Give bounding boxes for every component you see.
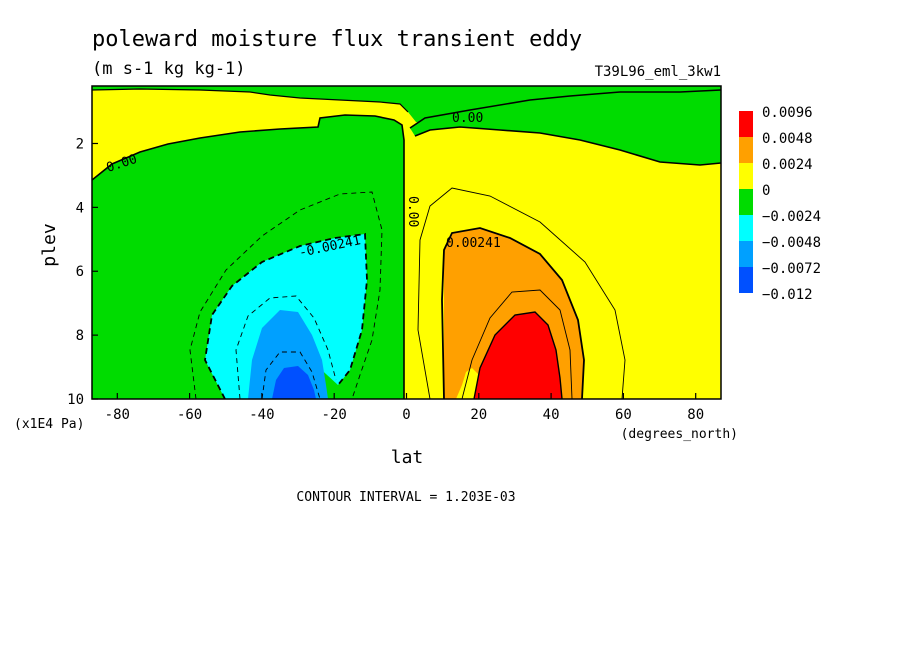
y-axis-ticks: 2 4 6 8 10 <box>67 136 98 408</box>
contour-zero-nh-lower <box>414 126 721 166</box>
contour-zero-sh <box>92 114 405 399</box>
legend-swatch <box>739 241 753 267</box>
contour-label-vertical: 0.00 <box>405 196 420 227</box>
legend-swatch <box>739 111 753 137</box>
contour-label-top: 0.00 <box>452 111 483 126</box>
legend-label: −0.0072 <box>762 261 821 277</box>
color-legend: 0.0096 0.0048 0.0024 0 −0.0024 −0.0048 −0.0072… <box>739 105 821 303</box>
legend-swatch <box>739 267 753 293</box>
contour-pos4 <box>473 311 563 399</box>
region-green-nh <box>410 90 721 165</box>
y-tick-label: 4 <box>76 200 84 216</box>
x-tick-label: 80 <box>687 407 704 423</box>
region-green-top <box>92 86 721 124</box>
y-tick-label: 2 <box>76 136 84 152</box>
contour-neg4 <box>261 351 321 399</box>
chart-title: poleward moisture flux transient eddy <box>92 27 582 52</box>
contour-neg2 <box>204 232 368 399</box>
y-tick-label: 10 <box>67 392 84 408</box>
contour-zero-nh <box>409 89 721 129</box>
x-tick-label: 20 <box>470 407 487 423</box>
legend-label: −0.012 <box>762 287 813 303</box>
x-tick-label: 0 <box>402 407 410 423</box>
legend-label: 0 <box>762 183 770 199</box>
legend-label: 0.0024 <box>762 157 813 173</box>
x-tick-label: -80 <box>105 407 130 423</box>
x-tick-label: -60 <box>177 407 202 423</box>
legend-swatch <box>739 189 753 215</box>
legend-label: −0.0024 <box>762 209 821 225</box>
legend-label: 0.0048 <box>762 131 813 147</box>
legend-swatch <box>739 137 753 163</box>
x-axis-ticks: -80 -60 -40 -20 0 20 40 60 80 <box>105 393 704 423</box>
y-units-label: (x1E4 Pa) <box>14 417 84 432</box>
dataset-label: T39L96_eml_3kw1 <box>595 64 721 80</box>
contour-pos2 <box>441 227 585 399</box>
x-tick-label: 60 <box>615 407 632 423</box>
x-tick-label: 40 <box>543 407 560 423</box>
contour-neg3 <box>235 295 337 399</box>
x-units-label: (degrees_north) <box>621 427 738 442</box>
plot-area: 0.00 0.00 0.00 -0.00241 0.00241 <box>92 86 721 399</box>
contour-pos1 <box>417 187 626 399</box>
y-tick-label: 6 <box>76 264 84 280</box>
x-tick-label: -20 <box>322 407 347 423</box>
y-axis-label: plev <box>39 223 60 266</box>
region-darkblue <box>272 366 316 399</box>
legend-swatch <box>739 163 753 189</box>
contour-label-pos: 0.00241 <box>446 236 501 251</box>
legend-swatch <box>739 215 753 241</box>
contour-pos3 <box>461 289 573 399</box>
legend-label: −0.0048 <box>762 235 821 251</box>
x-tick-label: -40 <box>249 407 274 423</box>
y-tick-label: 8 <box>76 328 84 344</box>
contour-interval-text: CONTOUR INTERVAL = 1.203E-03 <box>296 490 515 505</box>
legend-label: 0.0096 <box>762 105 813 121</box>
contour-zero-top <box>92 88 409 113</box>
x-axis-label: lat <box>391 447 424 468</box>
contour-lines <box>92 88 721 399</box>
chart-units: (m s-1 kg kg-1) <box>92 59 246 79</box>
region-red <box>474 312 562 399</box>
